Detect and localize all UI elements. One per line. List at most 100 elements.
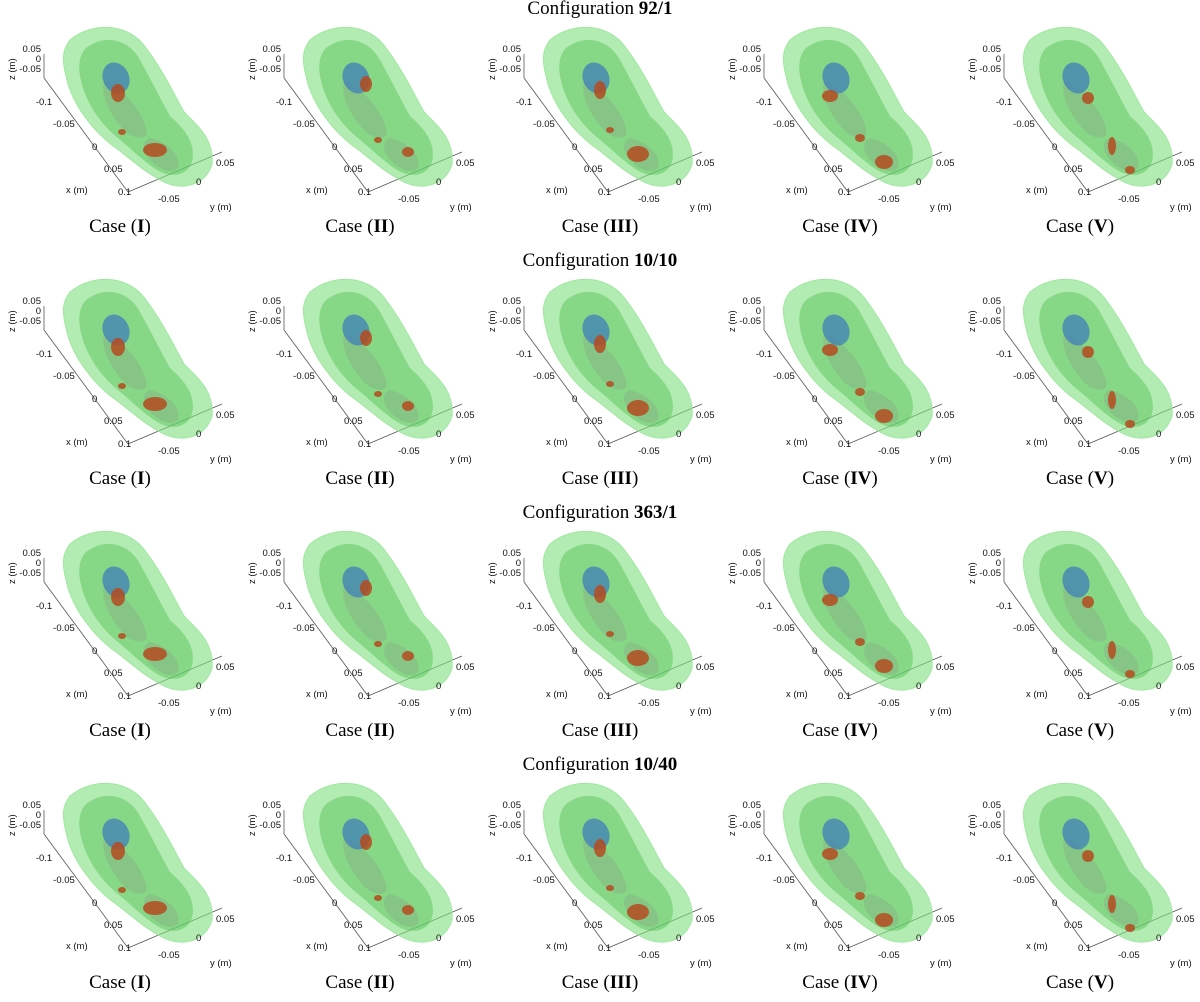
x-tick-label: 0.1 <box>838 943 851 954</box>
x-tick-label: 0 <box>812 142 817 153</box>
case-numeral: V <box>1093 972 1108 993</box>
case-panel: z (m) 0.05 0 -0.05 -0.1 -0.05 0 0.05 0.1 x (m) 0.0… <box>480 20 720 246</box>
z-tick-label: 0.05 <box>503 44 522 55</box>
x-tick-label: -0.05 <box>533 875 555 886</box>
x-tick-label: -0.05 <box>533 371 555 382</box>
y-tick-label: -0.05 <box>1118 698 1140 709</box>
x-axis-label: x (m) <box>546 689 568 700</box>
reconstruction-blob <box>606 885 614 891</box>
y-axis-label: y (m) <box>450 202 472 213</box>
x-tick-label: 0.1 <box>358 943 371 954</box>
x-tick-label: -0.05 <box>773 623 795 634</box>
case-label-suffix: ) <box>871 720 878 741</box>
x-tick-label: -0.05 <box>53 623 75 634</box>
case-panel: z (m) 0.05 0 -0.05 -0.1 -0.05 0 0.05 0.1 x (m) 0.0… <box>0 272 240 498</box>
x-tick-label: 0.1 <box>118 943 131 954</box>
head-outer-surface <box>302 531 453 691</box>
reconstruction-blob <box>402 147 414 157</box>
reconstruction-blob <box>143 397 167 411</box>
y-tick-label: 0 <box>436 177 441 188</box>
y-tick-label: 0.05 <box>696 410 715 421</box>
x-tick-label: -0.05 <box>773 371 795 382</box>
x-tick-label: 0.05 <box>824 668 843 679</box>
y-axis-label: y (m) <box>210 958 232 969</box>
reconstruction-blob <box>1108 137 1116 155</box>
internal-tissue <box>583 80 627 138</box>
head-outer-surface <box>62 279 213 439</box>
inclusion-sphere <box>1062 818 1090 850</box>
x-tick-label: -0.05 <box>773 875 795 886</box>
case-label-suffix: ) <box>1107 972 1115 993</box>
head-outer-surface <box>782 531 933 691</box>
case-label-suffix: ) <box>871 216 878 237</box>
case-label-prefix: Case ( <box>89 468 138 489</box>
case-label-suffix: ) <box>631 468 639 489</box>
reconstruction-blob <box>1125 924 1135 932</box>
y-axis-label: y (m) <box>450 454 472 465</box>
reconstruction-blob <box>606 631 614 637</box>
x-tick-label: 0.1 <box>118 439 131 450</box>
x-tick-label: 0.05 <box>584 668 603 679</box>
x-tick-label: 0 <box>812 646 817 657</box>
y-axis-label: y (m) <box>690 202 712 213</box>
x-tick-label: 0.05 <box>104 920 123 931</box>
reconstruction-blob <box>111 338 125 356</box>
y-tick-label: 0 <box>196 681 201 692</box>
y-axis-label: y (m) <box>1170 706 1192 717</box>
reconstruction-blob <box>1125 670 1135 678</box>
head-outer-surface <box>62 27 213 187</box>
z-axis-label: z (m) <box>7 310 18 332</box>
y-axis-label: y (m) <box>930 202 952 213</box>
reconstruction-blob <box>875 409 893 423</box>
reconstruction-blob <box>875 659 893 673</box>
reconstruction-blob <box>374 641 382 647</box>
z-tick-label: -0.05 <box>739 316 761 327</box>
y-tick-label: 0 <box>676 429 681 440</box>
x-axis-line <box>43 833 129 949</box>
z-tick-label: -0.05 <box>19 316 41 327</box>
y-tick-label: 0.05 <box>216 410 235 421</box>
x-tick-label: -0.1 <box>756 97 772 108</box>
case-label: Case (II) <box>240 216 480 238</box>
case-numeral: I <box>137 216 145 237</box>
reconstruction-blob <box>1108 641 1116 659</box>
reconstruction-blob <box>627 400 649 416</box>
x-tick-label: 0.05 <box>1064 164 1083 175</box>
case-label: Case (V) <box>960 468 1200 490</box>
x-tick-label: 0 <box>332 394 337 405</box>
x-tick-label: 0 <box>92 646 97 657</box>
z-tick-label: 0.05 <box>983 800 1002 811</box>
x-axis-line <box>523 581 609 697</box>
case-panel: z (m) 0.05 0 -0.05 -0.1 -0.05 0 0.05 0.1 x (m) 0.0… <box>240 776 480 1002</box>
reconstruction-blob <box>1125 420 1135 428</box>
z-tick-label: 0.05 <box>263 296 282 307</box>
x-axis-line <box>283 77 369 193</box>
x-tick-label: 0.1 <box>598 691 611 702</box>
reconstruction-blob <box>606 381 614 387</box>
x-tick-label: 0.05 <box>584 416 603 427</box>
y-tick-label: 0 <box>436 933 441 944</box>
z-tick-label: 0 <box>756 558 761 569</box>
x-tick-label: 0.05 <box>1064 416 1083 427</box>
case-label-suffix: ) <box>144 216 151 237</box>
y-tick-label: -0.05 <box>398 194 420 205</box>
x-tick-label: -0.1 <box>276 349 292 360</box>
case-label: Case (V) <box>960 972 1200 994</box>
case-label: Case (II) <box>240 972 480 994</box>
y-tick-label: -0.05 <box>878 698 900 709</box>
z-axis-label: z (m) <box>247 814 258 836</box>
z-axis-label: z (m) <box>7 58 18 80</box>
z-tick-label: 0 <box>516 306 521 317</box>
reconstruction-blob <box>822 344 838 356</box>
y-tick-label: -0.05 <box>1118 446 1140 457</box>
case-panel: z (m) 0.05 0 -0.05 -0.1 -0.05 0 0.05 0.1 x (m) 0.0… <box>960 272 1200 498</box>
x-tick-label: 0 <box>572 898 577 909</box>
case-label-prefix: Case ( <box>89 216 138 237</box>
x-tick-label: 0.1 <box>838 691 851 702</box>
y-tick-label: 0.05 <box>1176 662 1195 673</box>
x-tick-label: -0.05 <box>773 119 795 130</box>
z-tick-label: 0.05 <box>23 548 42 559</box>
z-tick-label: 0.05 <box>263 44 282 55</box>
